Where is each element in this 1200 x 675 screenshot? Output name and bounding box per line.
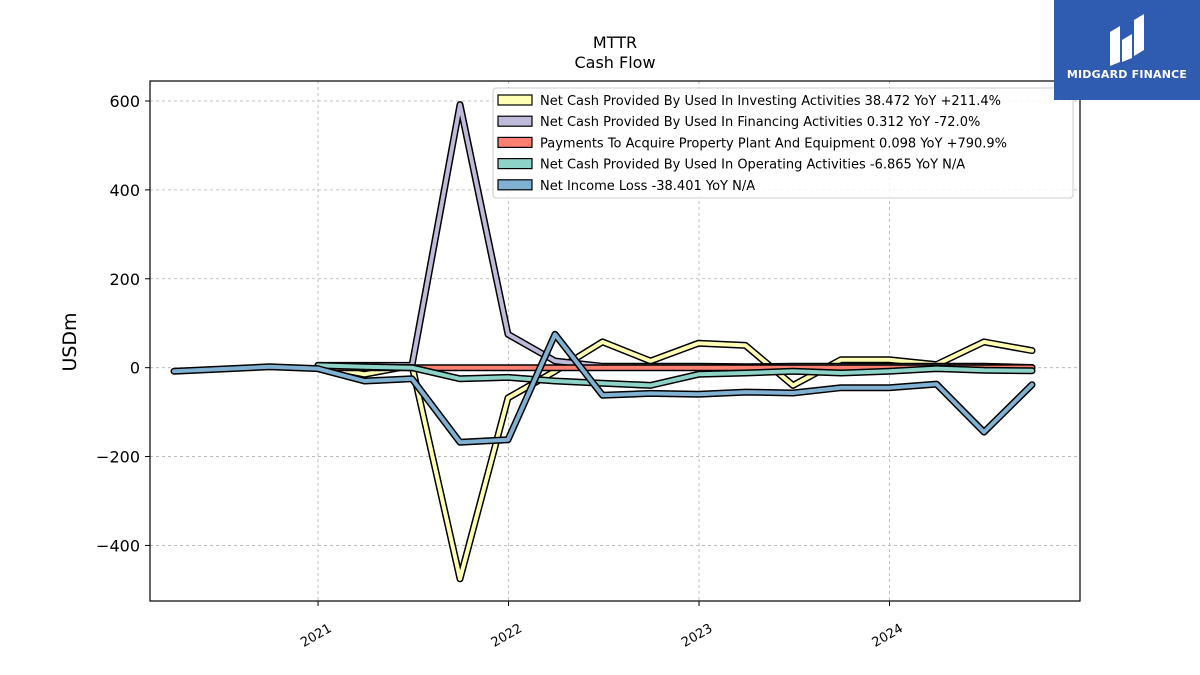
legend-swatch xyxy=(497,136,533,148)
series-line xyxy=(316,339,1034,581)
y-tick-label: 600 xyxy=(109,92,140,111)
legend-label: Net Cash Provided By Used In Operating A… xyxy=(540,158,965,173)
legend-label: Net Cash Provided By Used In Financing A… xyxy=(540,115,980,130)
series-line xyxy=(172,332,1034,445)
x-tick-label: 2023 xyxy=(679,621,715,651)
legend-swatch xyxy=(497,94,533,106)
y-axis-label: USDm xyxy=(59,312,81,371)
series-line xyxy=(316,363,1034,388)
legend-swatch xyxy=(497,179,533,191)
legend: Net Cash Provided By Used In Investing A… xyxy=(492,87,1074,199)
y-tick-label: 0 xyxy=(130,359,140,378)
y-tick-label: 400 xyxy=(109,181,140,200)
series-1 xyxy=(314,338,1036,583)
y-tick-label: −400 xyxy=(96,536,140,555)
series-4 xyxy=(314,361,1036,389)
legend-frame xyxy=(492,87,1074,199)
x-axis-ticks: 2021 2022 2023 2024 xyxy=(298,601,906,651)
plot-frame xyxy=(149,80,1081,602)
legend-swatch xyxy=(497,158,533,170)
brand-logo: MIDGARD FINANCE xyxy=(1054,0,1200,100)
legend-label: Net Income Loss -38.401 YoY N/A xyxy=(540,179,755,194)
legend-label: Net Cash Provided By Used In Investing A… xyxy=(540,94,1001,109)
brand-mark-icon xyxy=(1110,14,1144,66)
x-tick-label: 2022 xyxy=(489,621,525,651)
y-axis-ticks: 600 400 200 0 −200 −400 xyxy=(96,92,150,555)
series-5 xyxy=(170,330,1036,446)
series-lines xyxy=(170,101,1036,583)
brand-name: MIDGARD FINANCE xyxy=(1066,68,1188,81)
legend-swatch xyxy=(497,115,533,127)
chart-title: MTTR xyxy=(593,33,637,52)
y-tick-label: 200 xyxy=(109,270,140,289)
x-tick-label: 2024 xyxy=(870,621,906,651)
legend-label: Payments To Acquire Property Plant And E… xyxy=(540,136,1007,151)
y-tick-label: −200 xyxy=(96,448,140,467)
x-tick-label: 2021 xyxy=(298,621,334,651)
chart-subtitle: Cash Flow xyxy=(574,53,655,72)
